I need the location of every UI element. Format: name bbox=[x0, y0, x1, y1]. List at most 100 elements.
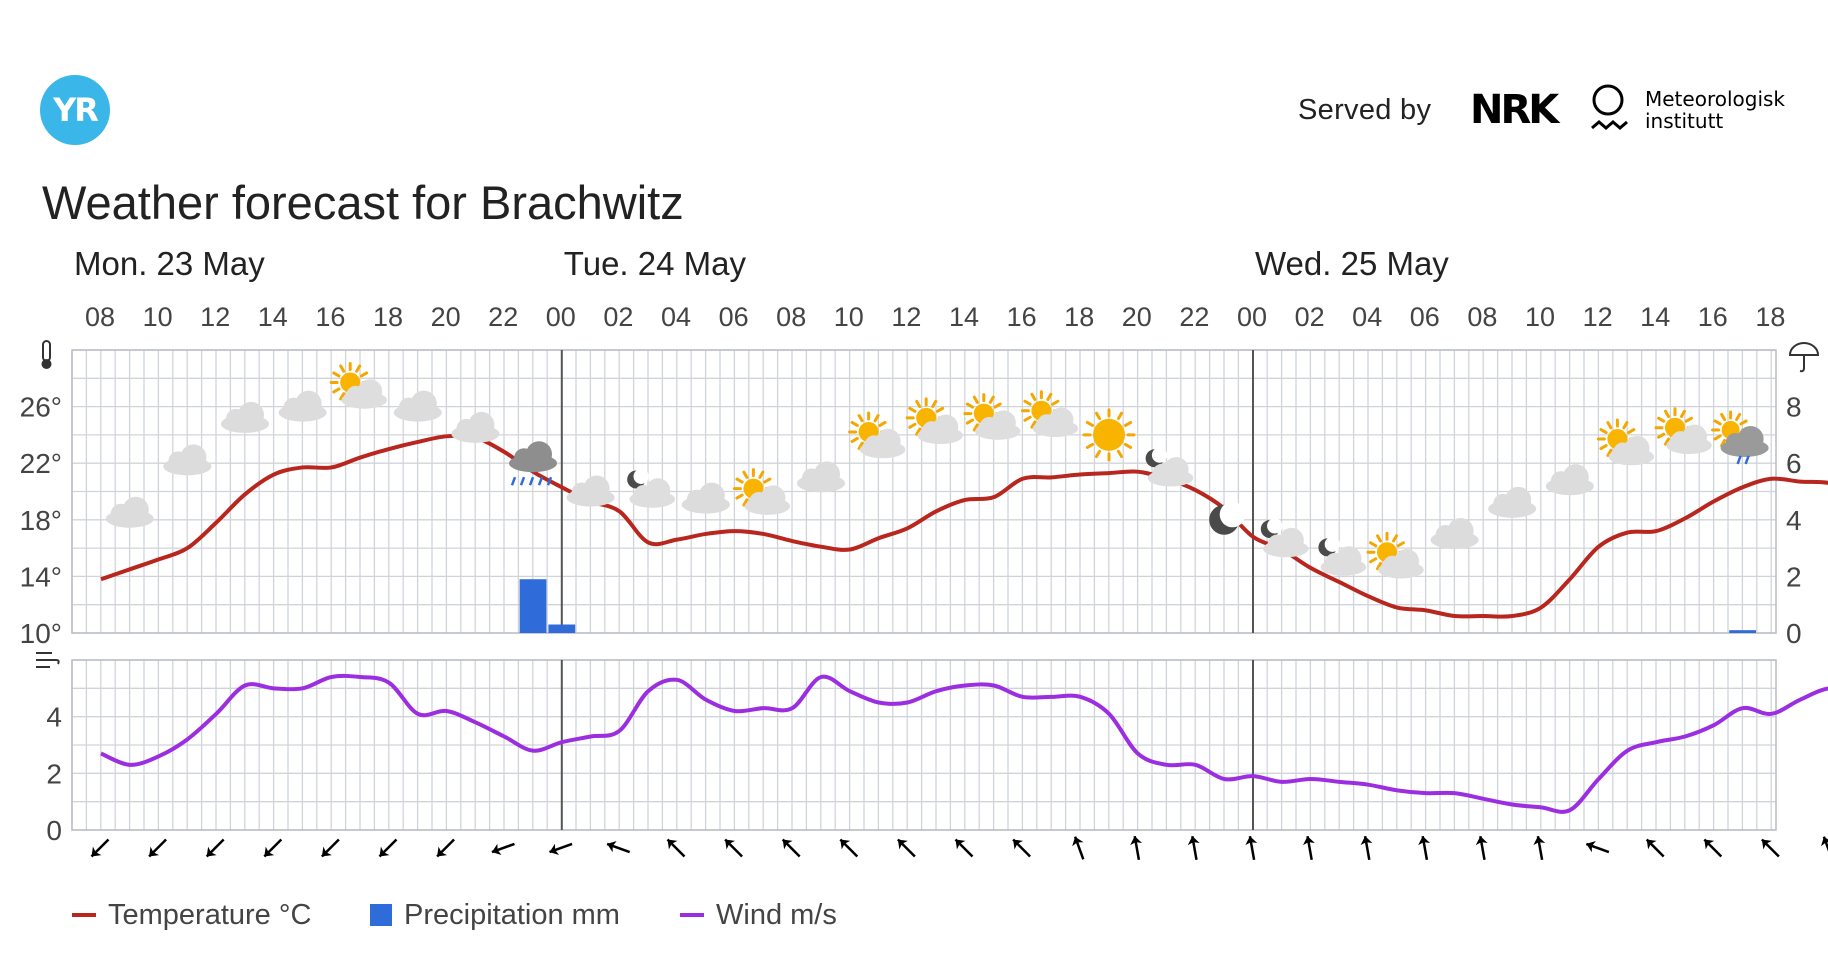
met-institute-icon bbox=[1591, 84, 1628, 130]
precip-y-tick: 0 bbox=[1786, 618, 1802, 649]
wind-arrow-icon bbox=[839, 838, 859, 858]
precipitation-swatch bbox=[370, 904, 392, 926]
partly-cloudy-day-icon bbox=[963, 393, 1021, 440]
precip-y-tick: 8 bbox=[1786, 392, 1802, 423]
cloudy-icon bbox=[681, 482, 730, 514]
temp-y-tick: 14° bbox=[20, 561, 62, 592]
wind-y-tick: 0 bbox=[46, 815, 62, 846]
precipitation-bar bbox=[1729, 630, 1756, 633]
legend-precipitation-label: Precipitation mm bbox=[404, 898, 620, 931]
wind-arrow-icon bbox=[1245, 835, 1258, 861]
temperature-swatch bbox=[72, 913, 96, 917]
yr-logo[interactable]: YR bbox=[40, 75, 110, 145]
x-tick-label: 12 bbox=[1583, 302, 1613, 332]
partly-cloudy-day-icon bbox=[1020, 390, 1079, 438]
precip-y-tick: 4 bbox=[1786, 505, 1802, 536]
cloudy-icon bbox=[105, 496, 154, 528]
partly-cloudy-day-icon bbox=[848, 411, 906, 459]
x-tick-label: 16 bbox=[1698, 302, 1728, 332]
wind-arrow-icon bbox=[1130, 835, 1143, 861]
x-tick-label: 14 bbox=[258, 302, 288, 332]
cloudy-icon bbox=[163, 444, 212, 476]
wind-arrow-icon bbox=[90, 838, 110, 858]
temp-y-tick: 10° bbox=[20, 618, 62, 649]
x-tick-label: 10 bbox=[834, 302, 864, 332]
wind-arrow-icon bbox=[1820, 836, 1828, 860]
precip-y-tick: 2 bbox=[1786, 561, 1802, 592]
wind-arrow-icon bbox=[1072, 836, 1085, 860]
partly-cloudy-day-icon bbox=[732, 468, 791, 515]
x-tick-label: 14 bbox=[1640, 302, 1670, 332]
wind-arrow-icon bbox=[1302, 835, 1315, 861]
x-tick-label: 12 bbox=[891, 302, 921, 332]
x-tick-label: 04 bbox=[661, 302, 691, 332]
precipitation-bar bbox=[548, 624, 576, 633]
x-tick-label: 14 bbox=[949, 302, 979, 332]
temp-y-tick: 18° bbox=[20, 505, 62, 536]
x-tick-label: 06 bbox=[719, 302, 749, 332]
met-institute-line2: institutt bbox=[1645, 109, 1724, 133]
precipitation-bar bbox=[519, 579, 547, 633]
x-tick-label: 04 bbox=[1352, 302, 1382, 332]
met-institute-logo[interactable]: Meteorologisk institutt bbox=[1645, 88, 1785, 132]
cloudy-icon bbox=[1545, 464, 1594, 496]
wind-arrow-icon bbox=[321, 838, 340, 858]
wind-y-tick: 2 bbox=[46, 758, 62, 789]
legend-wind-label: Wind m/s bbox=[716, 898, 837, 931]
wind-line bbox=[100, 673, 1828, 814]
cloudy-icon bbox=[278, 390, 327, 422]
x-tick-label: 18 bbox=[1755, 302, 1785, 332]
cloudy-icon bbox=[393, 390, 442, 422]
wind-arrow-icon bbox=[897, 838, 916, 858]
legend-precipitation: Precipitation mm bbox=[370, 895, 620, 935]
wind-arrow-icon bbox=[205, 838, 225, 858]
x-tick-label: 22 bbox=[1179, 302, 1209, 332]
thermometer-icon bbox=[41, 340, 52, 369]
x-tick-label: 18 bbox=[373, 302, 403, 332]
x-tick-label: 20 bbox=[431, 302, 461, 332]
wind-arrow-icon bbox=[1645, 838, 1665, 858]
wind-arrow-icon bbox=[491, 842, 515, 856]
wind-arrow-icon bbox=[724, 838, 743, 858]
x-tick-label: 08 bbox=[776, 302, 806, 332]
wind-arrow-icon bbox=[1012, 838, 1031, 858]
temp-y-tick: 26° bbox=[20, 392, 62, 423]
cloudy-icon bbox=[1430, 517, 1479, 549]
wind-arrow-icon bbox=[1703, 838, 1723, 858]
partly-cloudy-night-icon bbox=[1260, 518, 1309, 558]
temperature-line bbox=[100, 433, 1828, 619]
x-tick-label: 16 bbox=[1007, 302, 1037, 332]
page-title: Weather forecast for Brachwitz bbox=[42, 176, 684, 229]
x-tick-label: 16 bbox=[315, 302, 345, 332]
day-label: Wed. 25 May bbox=[1255, 245, 1449, 282]
x-tick-label: 22 bbox=[488, 302, 518, 332]
cloudy-icon bbox=[1488, 486, 1537, 518]
wind-arrow-icon bbox=[549, 842, 573, 856]
wind-arrow-icon bbox=[1761, 838, 1780, 858]
wind-arrow-icon bbox=[436, 838, 455, 858]
clear-sky-day-icon bbox=[1082, 408, 1136, 462]
partly-cloudy-day-icon bbox=[905, 397, 963, 445]
x-tick-label: 12 bbox=[200, 302, 230, 332]
x-tick-label: 10 bbox=[143, 302, 173, 332]
x-tick-label: 20 bbox=[1122, 302, 1152, 332]
nrk-logo[interactable]: NRK bbox=[1470, 87, 1559, 133]
wind-icon bbox=[36, 652, 60, 668]
partly-cloudy-day-icon bbox=[329, 361, 388, 409]
partly-cloudy-day-icon bbox=[1596, 418, 1655, 466]
partly-cloudy-night-icon bbox=[1145, 447, 1194, 487]
partly-cloudy-day-icon bbox=[1654, 407, 1712, 454]
x-tick-label: 08 bbox=[1467, 302, 1497, 332]
wind-swatch bbox=[680, 913, 704, 917]
day-label: Mon. 23 May bbox=[74, 245, 265, 282]
x-tick-label: 06 bbox=[1410, 302, 1440, 332]
x-tick-label: 18 bbox=[1064, 302, 1094, 332]
wind-arrow-icon bbox=[263, 838, 283, 858]
cloudy-icon bbox=[797, 461, 845, 493]
wind-arrow-icon bbox=[1475, 835, 1488, 861]
wind-arrow-icon bbox=[666, 838, 686, 858]
wind-arrow-icon bbox=[954, 838, 974, 858]
legend-temperature-label: Temperature °C bbox=[108, 898, 312, 931]
wind-arrow-icon bbox=[378, 838, 398, 858]
wind-y-tick: 4 bbox=[46, 702, 62, 733]
